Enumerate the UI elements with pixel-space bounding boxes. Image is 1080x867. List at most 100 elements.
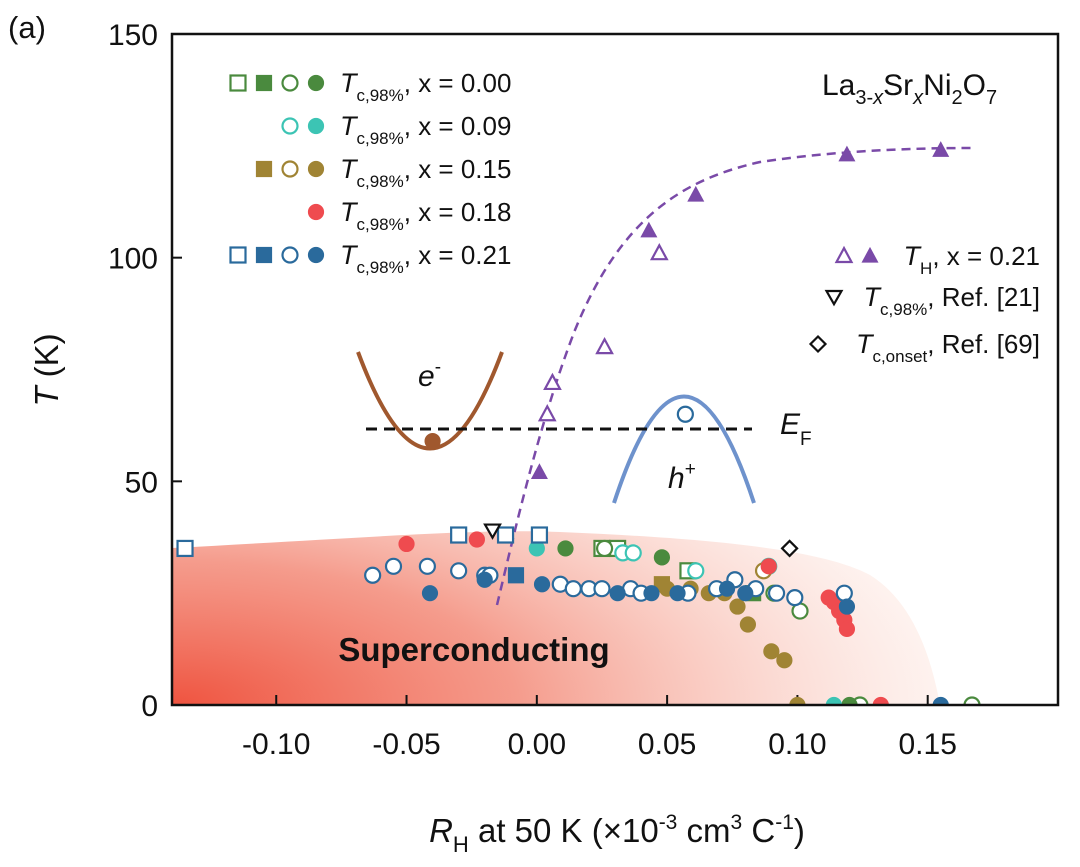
legend-entry: Tc,98%, x = 0.15 (255, 154, 511, 191)
data-point (176, 539, 194, 558)
data-point (593, 580, 611, 598)
data-point (640, 221, 658, 238)
data-point (483, 523, 502, 540)
fermi-label: EF (780, 408, 812, 450)
data-point (687, 185, 705, 202)
data-point (468, 531, 485, 548)
data-point (776, 652, 793, 669)
legend-marker (307, 160, 325, 178)
y-tick-label: 150 (108, 19, 158, 52)
data-point (564, 580, 582, 598)
data-point (384, 557, 403, 575)
superconducting-region (172, 531, 940, 705)
series-circ-filled (424, 432, 441, 450)
data-point (825, 696, 842, 705)
data-point (537, 404, 557, 422)
data-point (835, 584, 853, 602)
legend-label: Tc,onset, Ref. [69] (856, 329, 1040, 366)
data-point (530, 526, 549, 544)
y-tick-label: 100 (108, 243, 158, 276)
data-point (609, 585, 626, 602)
data-point (530, 463, 548, 479)
legend-label: Tc,98%, x = 0.21 (340, 240, 511, 277)
data-point (838, 145, 856, 162)
data-point (624, 544, 642, 562)
series-sq-open (176, 526, 549, 558)
data-point (398, 535, 415, 553)
x-tick-label: -0.10 (242, 728, 310, 761)
series-sq-filled (507, 567, 525, 584)
data-point (786, 589, 804, 607)
data-point (364, 566, 382, 584)
legend-marker (307, 74, 325, 92)
data-point (963, 696, 981, 705)
y-axis-label: T (K) (28, 333, 65, 406)
legend-left: Tc,98%, x = 0.00 Tc,98%, x = 0.09 Tc,98%, … (229, 68, 511, 277)
x-axis-ticks: -0.10 -0.05 0.00 0.05 0.10 0.15 (242, 695, 957, 761)
legend-entry: TH, x = 0.21 (834, 241, 1040, 278)
data-point (669, 585, 686, 602)
legend-label: Tc,98%, x = 0.00 (340, 68, 511, 105)
data-point (476, 571, 493, 588)
data-point (421, 585, 439, 602)
legend-marker (229, 74, 247, 92)
data-point (838, 620, 856, 638)
hole-label: h+ (668, 459, 696, 495)
data-point (450, 526, 468, 544)
x-tick-label: 0.00 (508, 728, 566, 761)
x-tick-label: -0.05 (372, 728, 440, 761)
x-tick-label: 0.10 (768, 728, 826, 761)
legend-marker (834, 245, 854, 264)
series-diamond-open (780, 539, 799, 558)
legend-label: Tc,98%, x = 0.15 (340, 154, 511, 191)
legend-label: TH, x = 0.21 (904, 241, 1040, 278)
data-point (872, 696, 889, 705)
data-point (653, 549, 671, 566)
data-point (496, 526, 515, 544)
data-point (533, 576, 551, 593)
legend-marker (255, 160, 273, 178)
y-tick-label: 0 (141, 690, 158, 723)
legend-marker (281, 74, 299, 92)
legend-entry: Tc,98%, x = 0.00 (229, 68, 511, 105)
legend-label: Tc,98%, x = 0.09 (340, 111, 511, 148)
legend-marker (281, 117, 299, 135)
y-tick-label: 50 (125, 466, 158, 499)
legend-marker (808, 334, 828, 354)
legend-marker (281, 246, 299, 264)
compound-formula: La3-xSrxNi2O7 (822, 69, 997, 109)
legend-marker (861, 246, 879, 263)
data-point (729, 598, 746, 615)
data-point (643, 585, 660, 602)
plot-frame (170, 32, 1060, 707)
legend-marker (255, 74, 273, 92)
data-point (737, 585, 754, 602)
series-tri-filled (530, 141, 950, 479)
data-point (841, 696, 858, 705)
x-tick-label: 0.15 (899, 728, 957, 761)
legend-entry: Tc,98%, x = 0.18 (307, 197, 511, 234)
band-inset: e- h+ EF (356, 351, 812, 504)
data-point (789, 696, 806, 705)
legend-entry: Tc,98%, x = 0.21 (229, 240, 511, 277)
data-point (649, 243, 669, 261)
data-point (418, 557, 436, 575)
data-point (595, 539, 614, 558)
series-tri-down-open (483, 523, 502, 540)
data-point (543, 372, 562, 391)
data-point (557, 540, 574, 557)
superconducting-label: Superconducting (338, 631, 609, 668)
legend-marker (307, 117, 325, 135)
data-point (739, 616, 757, 633)
hole-band (612, 394, 756, 504)
series-circ-open (364, 405, 853, 607)
legend-marker (229, 246, 247, 264)
legend-label: Tc,98%, x = 0.18 (340, 197, 511, 234)
panel-label: (a) (8, 10, 46, 45)
legend-marker (281, 160, 299, 178)
data-point (676, 405, 694, 423)
series-circ-filled (557, 540, 858, 705)
data-point (932, 696, 949, 705)
data-point (767, 584, 786, 602)
